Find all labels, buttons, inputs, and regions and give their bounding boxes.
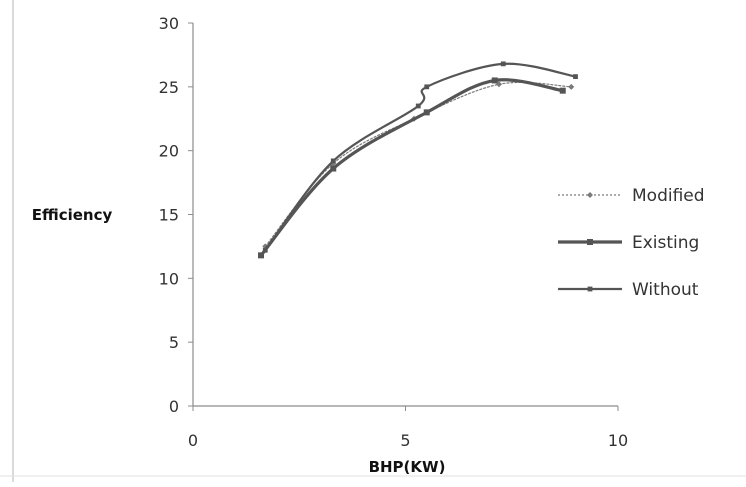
legend-item-modified: Modified bbox=[558, 186, 705, 206]
y-tick-label: 25 bbox=[159, 78, 179, 97]
x-tick-label: 0 bbox=[188, 431, 198, 450]
y-tick-label: 30 bbox=[159, 14, 179, 33]
legend-label-existing: Existing bbox=[632, 233, 699, 253]
data-point-existing bbox=[423, 109, 430, 116]
data-point-existing bbox=[258, 252, 264, 259]
legend: Modified Existing Without bbox=[558, 186, 705, 300]
y-axis-title: Efficiency bbox=[32, 206, 113, 224]
data-point-existing bbox=[330, 165, 337, 172]
legend-label-without: Without bbox=[632, 280, 699, 300]
y-tick-label: 5 bbox=[169, 333, 179, 352]
series-layer bbox=[258, 61, 578, 259]
y-tick-label: 0 bbox=[169, 397, 179, 416]
y-tick-label: 15 bbox=[159, 206, 179, 225]
series-line-without bbox=[264, 62, 577, 252]
legend-marker-existing bbox=[587, 239, 593, 245]
legend-item-without: Without bbox=[558, 280, 699, 300]
ticks: 0 5 10 15 20 25 30 0 5 10 bbox=[159, 14, 629, 450]
series-without bbox=[262, 61, 578, 253]
series-line-existing bbox=[259, 78, 565, 257]
data-point-without bbox=[330, 158, 336, 164]
data-point-without bbox=[415, 103, 421, 109]
data-point-without bbox=[424, 84, 430, 90]
data-point-without bbox=[500, 61, 506, 67]
legend-label-modified: Modified bbox=[632, 186, 705, 206]
x-tick-label: 10 bbox=[608, 431, 628, 450]
y-tick-label: 20 bbox=[159, 142, 179, 161]
legend-item-existing: Existing bbox=[558, 233, 699, 253]
x-tick-label: 5 bbox=[400, 431, 410, 450]
series-existing bbox=[258, 77, 566, 259]
legend-marker-without bbox=[587, 286, 593, 292]
x-axis-title: BHP(KW) bbox=[369, 458, 446, 476]
data-point-without bbox=[262, 247, 268, 253]
y-tick-label: 10 bbox=[159, 269, 179, 288]
data-point-without bbox=[573, 74, 578, 80]
data-point-existing bbox=[559, 87, 566, 94]
data-point-existing bbox=[491, 77, 498, 84]
data-point-modified bbox=[568, 83, 575, 90]
legend-marker-modified bbox=[587, 192, 593, 198]
